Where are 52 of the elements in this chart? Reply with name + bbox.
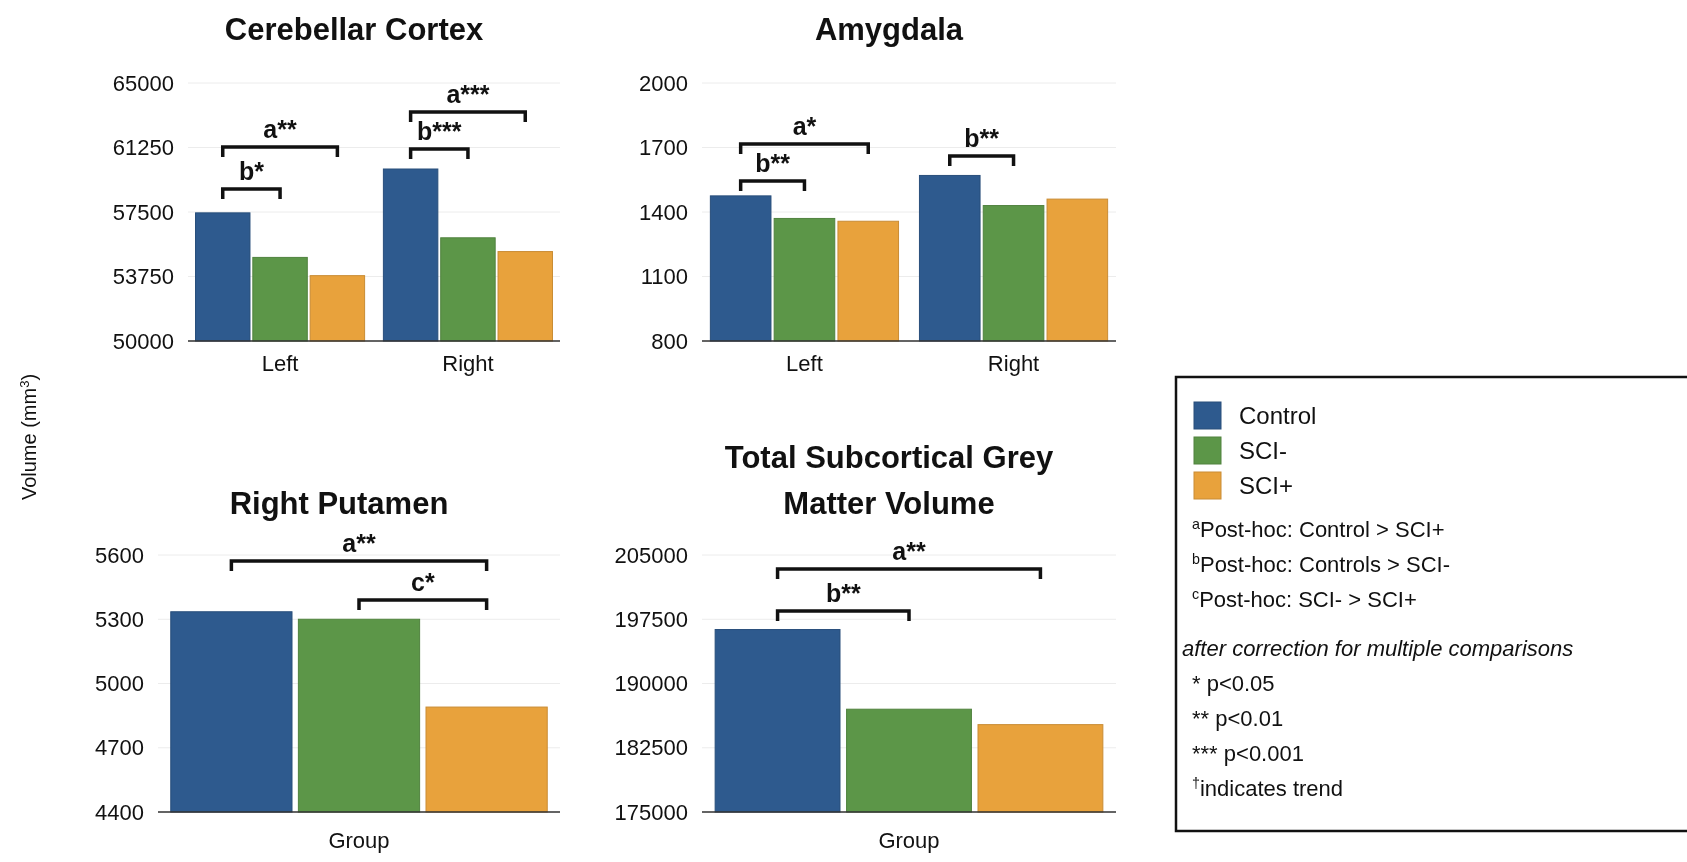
annotation: a** [892, 537, 926, 565]
x-tick-label: Left [261, 350, 299, 376]
y-tick-label: 1100 [640, 264, 688, 290]
text: after correction for multiple comparisons [1182, 636, 1574, 661]
y-tick-label: 1700 [639, 135, 688, 161]
y-tick-label: 800 [651, 328, 688, 354]
chart-title: Cerebellar Cortex [224, 12, 484, 47]
y-tick-label: 1400 [639, 199, 688, 225]
text: $^{c}$Post-hoc: SCI- > SCI+ [1192, 586, 1417, 612]
annotation: a* [792, 112, 817, 140]
annotation: a** [342, 529, 376, 557]
y-tick-label: 65000 [112, 70, 174, 96]
y-tick-label: 197500 [614, 606, 688, 632]
y-tick-label: 5600 [95, 542, 144, 568]
text: * p<0.05 [1192, 671, 1275, 696]
y-tick-label: 4700 [95, 735, 144, 761]
chart-title: Amygdala [814, 12, 964, 47]
y-tick-label: 4400 [95, 799, 144, 825]
annotation: b*** [417, 117, 462, 145]
y-tick-label: 190000 [614, 671, 688, 697]
legend-label: SCI+ [1239, 472, 1294, 499]
y-tick-label: 61250 [112, 135, 174, 161]
chart-title: Total Subcortical Grey Matter Volume [724, 440, 1054, 521]
y-tick-label: 53750 [112, 264, 174, 290]
text: $^{a}$Post-hoc: Control > SCI+ [1192, 516, 1445, 542]
annotation: b** [755, 149, 791, 177]
x-tick-label: Right [987, 350, 1040, 376]
legend-label: SCI- [1239, 437, 1287, 464]
text: $^{b}$Post-hoc: Controls > SCI- [1192, 551, 1450, 577]
text: ** p<0.01 [1192, 706, 1284, 731]
y-tick-label: 50000 [112, 328, 174, 354]
y-tick-label: 5000 [95, 671, 144, 697]
y-tick-label: 205000 [614, 542, 688, 568]
annotation: b* [238, 157, 265, 185]
text: *** p<0.001 [1192, 741, 1304, 766]
annotation: a** [263, 115, 298, 143]
x-axis-title: Group [878, 828, 940, 853]
chart-title: Right Putamen [229, 486, 449, 521]
annotation: b** [825, 579, 861, 607]
legend-label: Control [1239, 402, 1317, 429]
y-tick-label: 57500 [112, 199, 174, 225]
x-axis-title: Group [328, 828, 390, 853]
annotation: a*** [446, 80, 490, 108]
y-tick-label: 5300 [95, 606, 144, 632]
y-tick-label: 182500 [614, 735, 688, 761]
annotation: c* [410, 568, 435, 596]
annotation: b** [964, 124, 1000, 152]
y-tick-label: 175000 [614, 799, 688, 825]
x-tick-label: Left [786, 350, 823, 376]
text: $^{†}$indicates trend [1192, 775, 1344, 801]
y-tick-label: 2000 [639, 70, 688, 96]
x-tick-label: Right [442, 350, 494, 376]
